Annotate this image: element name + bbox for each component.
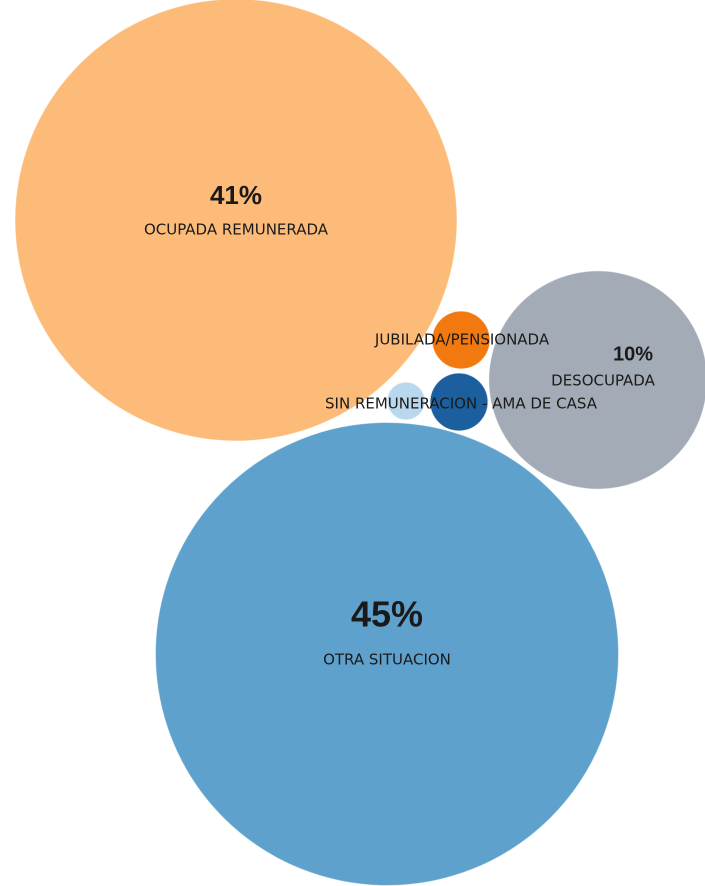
value-label: 45%	[351, 594, 423, 635]
bubble-label: SIN REMUNERACION - AMA DE CASA	[325, 395, 598, 413]
bubble-label: DESOCUPADA	[551, 372, 655, 390]
bubble	[431, 310, 491, 370]
value-label: 10%	[613, 343, 653, 365]
bubble-label: JUBILADA/PENSIONADA	[374, 331, 550, 349]
bubble	[386, 381, 426, 421]
bubble	[488, 270, 705, 490]
bubble-label: OTRA SITUACION	[323, 651, 451, 669]
value-label: 41%	[210, 180, 262, 210]
bubble-label: OCUPADA REMUNERADA	[144, 221, 329, 239]
bubble	[14, 0, 458, 442]
bubble	[429, 372, 489, 432]
